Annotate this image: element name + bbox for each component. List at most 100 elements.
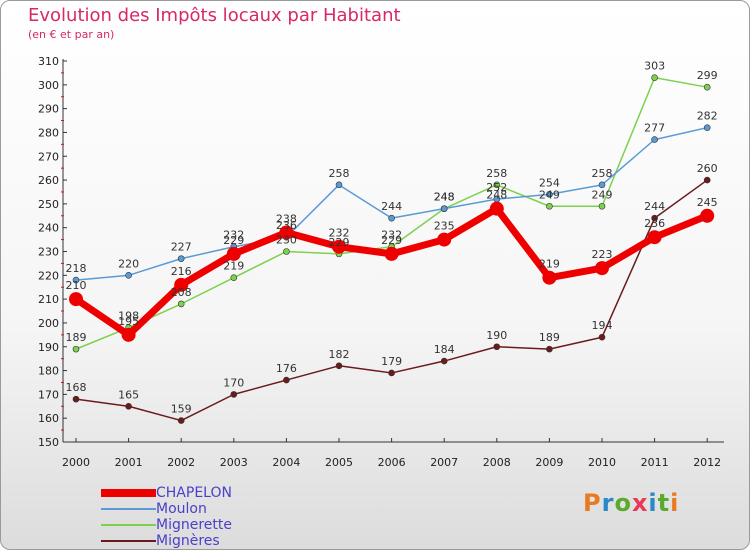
data-point-mignerette bbox=[493, 181, 501, 189]
legend-swatch bbox=[101, 524, 156, 526]
data-point-mignerette bbox=[230, 274, 238, 281]
data-point-moulon bbox=[125, 272, 132, 279]
x-tick-label: 2006 bbox=[378, 456, 406, 469]
data-point-chapelon bbox=[384, 246, 399, 261]
data-label-chapelon: 245 bbox=[697, 196, 718, 209]
data-label-moulon: 258 bbox=[592, 167, 613, 180]
data-label-mignerette: 208 bbox=[171, 286, 192, 299]
data-label-chapelon: 210 bbox=[66, 279, 87, 292]
data-label-chapelon: 232 bbox=[329, 227, 350, 240]
data-point-moulon bbox=[335, 181, 343, 189]
y-tick-label: 280 bbox=[38, 126, 59, 139]
data-point-chapelon bbox=[279, 225, 294, 240]
y-tick-label: 300 bbox=[38, 79, 59, 92]
chart-axes: 150 160 170 180 190 200 210 220 230 240 250 260 270 2… bbox=[38, 55, 724, 469]
series-line-mignerette bbox=[75, 76, 708, 350]
x-tick-label: 2011 bbox=[641, 456, 669, 469]
data-label-mignerette: 249 bbox=[592, 188, 613, 201]
x-tick-label: 2001 bbox=[115, 456, 143, 469]
y-tick-label: 160 bbox=[38, 412, 59, 425]
data-point-moulon bbox=[546, 191, 553, 198]
data-point-moulon bbox=[598, 181, 606, 189]
data-label-migneres: 182 bbox=[329, 348, 350, 361]
data-point-chapelon bbox=[489, 201, 504, 216]
data-point-migneres bbox=[72, 395, 80, 403]
proxiti-logo: Proxiti bbox=[583, 489, 679, 517]
x-tick-label: 2002 bbox=[167, 456, 195, 469]
data-label-migneres: 189 bbox=[539, 331, 560, 344]
data-label-migneres: 194 bbox=[592, 319, 613, 332]
data-point-moulon bbox=[177, 255, 185, 262]
data-point-chapelon bbox=[542, 270, 557, 285]
data-point-moulon bbox=[388, 214, 395, 222]
data-point-moulon bbox=[72, 276, 80, 284]
data-label-moulon: 254 bbox=[539, 176, 560, 189]
legend-swatch bbox=[101, 508, 156, 510]
data-point-mignerette bbox=[703, 83, 711, 91]
data-point-mignerette bbox=[177, 300, 185, 308]
data-label-migneres: 168 bbox=[66, 381, 87, 394]
y-tick-label: 230 bbox=[38, 246, 59, 259]
data-point-migneres bbox=[598, 333, 606, 341]
y-tick-label: 180 bbox=[38, 365, 59, 378]
data-label-mignerette: 198 bbox=[118, 310, 139, 323]
data-label-chapelon: 236 bbox=[644, 217, 665, 230]
data-label-chapelon: 248 bbox=[486, 189, 507, 202]
data-label-migneres: 170 bbox=[223, 376, 244, 389]
x-tick-label: 2012 bbox=[693, 456, 721, 469]
logo-letter: i bbox=[670, 489, 680, 517]
data-point-migneres bbox=[651, 214, 658, 222]
data-label-moulon: 252 bbox=[486, 181, 507, 194]
logo-letter: t bbox=[657, 489, 671, 517]
data-label-moulon: 236 bbox=[276, 219, 297, 232]
y-tick-label: 290 bbox=[38, 103, 59, 116]
data-point-mignerette bbox=[546, 202, 553, 210]
data-point-migneres bbox=[177, 417, 185, 424]
data-label-moulon: 232 bbox=[223, 229, 244, 242]
logo-letter: P bbox=[583, 489, 602, 517]
data-label-moulon: 220 bbox=[118, 257, 139, 270]
data-point-chapelon bbox=[121, 327, 136, 342]
data-label-moulon: 282 bbox=[697, 110, 718, 123]
y-tick-label: 240 bbox=[38, 222, 59, 235]
data-label-migneres: 159 bbox=[171, 403, 192, 416]
data-label-mignerette: 189 bbox=[66, 331, 87, 344]
data-point-mignerette bbox=[283, 248, 290, 255]
x-tick-label: 2010 bbox=[588, 456, 616, 469]
legend-swatch bbox=[101, 540, 156, 542]
y-tick-label: 190 bbox=[38, 341, 59, 354]
data-label-mignerette: 229 bbox=[329, 236, 350, 249]
y-tick-label: 260 bbox=[38, 174, 59, 187]
data-label-migneres: 165 bbox=[118, 388, 139, 401]
legend-label: CHAPELON bbox=[156, 485, 232, 501]
data-label-chapelon: 235 bbox=[434, 220, 455, 233]
data-label-mignerette: 299 bbox=[697, 69, 718, 82]
data-point-migneres bbox=[335, 362, 343, 370]
x-tick-label: 2008 bbox=[483, 456, 511, 469]
y-tick-label: 220 bbox=[38, 269, 59, 282]
y-tick-label: 270 bbox=[38, 150, 59, 163]
data-point-migneres bbox=[125, 402, 132, 410]
chart-title: Evolution des Impôts locaux par Habitant bbox=[28, 5, 401, 26]
x-tick-label: 2003 bbox=[220, 456, 248, 469]
y-tick-label: 210 bbox=[38, 293, 59, 306]
y-tick-label: 310 bbox=[38, 55, 59, 68]
legend-swatch bbox=[101, 489, 156, 497]
data-label-migneres: 179 bbox=[381, 355, 402, 368]
data-label-chapelon: 216 bbox=[171, 265, 192, 278]
data-label-mignerette: 219 bbox=[223, 260, 244, 273]
data-label-chapelon: 229 bbox=[381, 234, 402, 247]
data-label-migneres: 176 bbox=[276, 362, 297, 375]
data-label-moulon: 248 bbox=[434, 191, 455, 204]
data-label-mignerette: 303 bbox=[644, 60, 665, 73]
data-point-moulon bbox=[703, 124, 711, 131]
data-point-migneres bbox=[440, 357, 448, 365]
data-point-chapelon bbox=[332, 239, 346, 254]
x-tick-label: 2009 bbox=[535, 456, 563, 469]
y-tick-label: 150 bbox=[38, 436, 59, 449]
x-tick-label: 2004 bbox=[272, 456, 300, 469]
data-label-chapelon: 195 bbox=[118, 315, 139, 328]
logo-letter: x bbox=[631, 489, 649, 517]
data-label-migneres: 184 bbox=[434, 343, 455, 356]
